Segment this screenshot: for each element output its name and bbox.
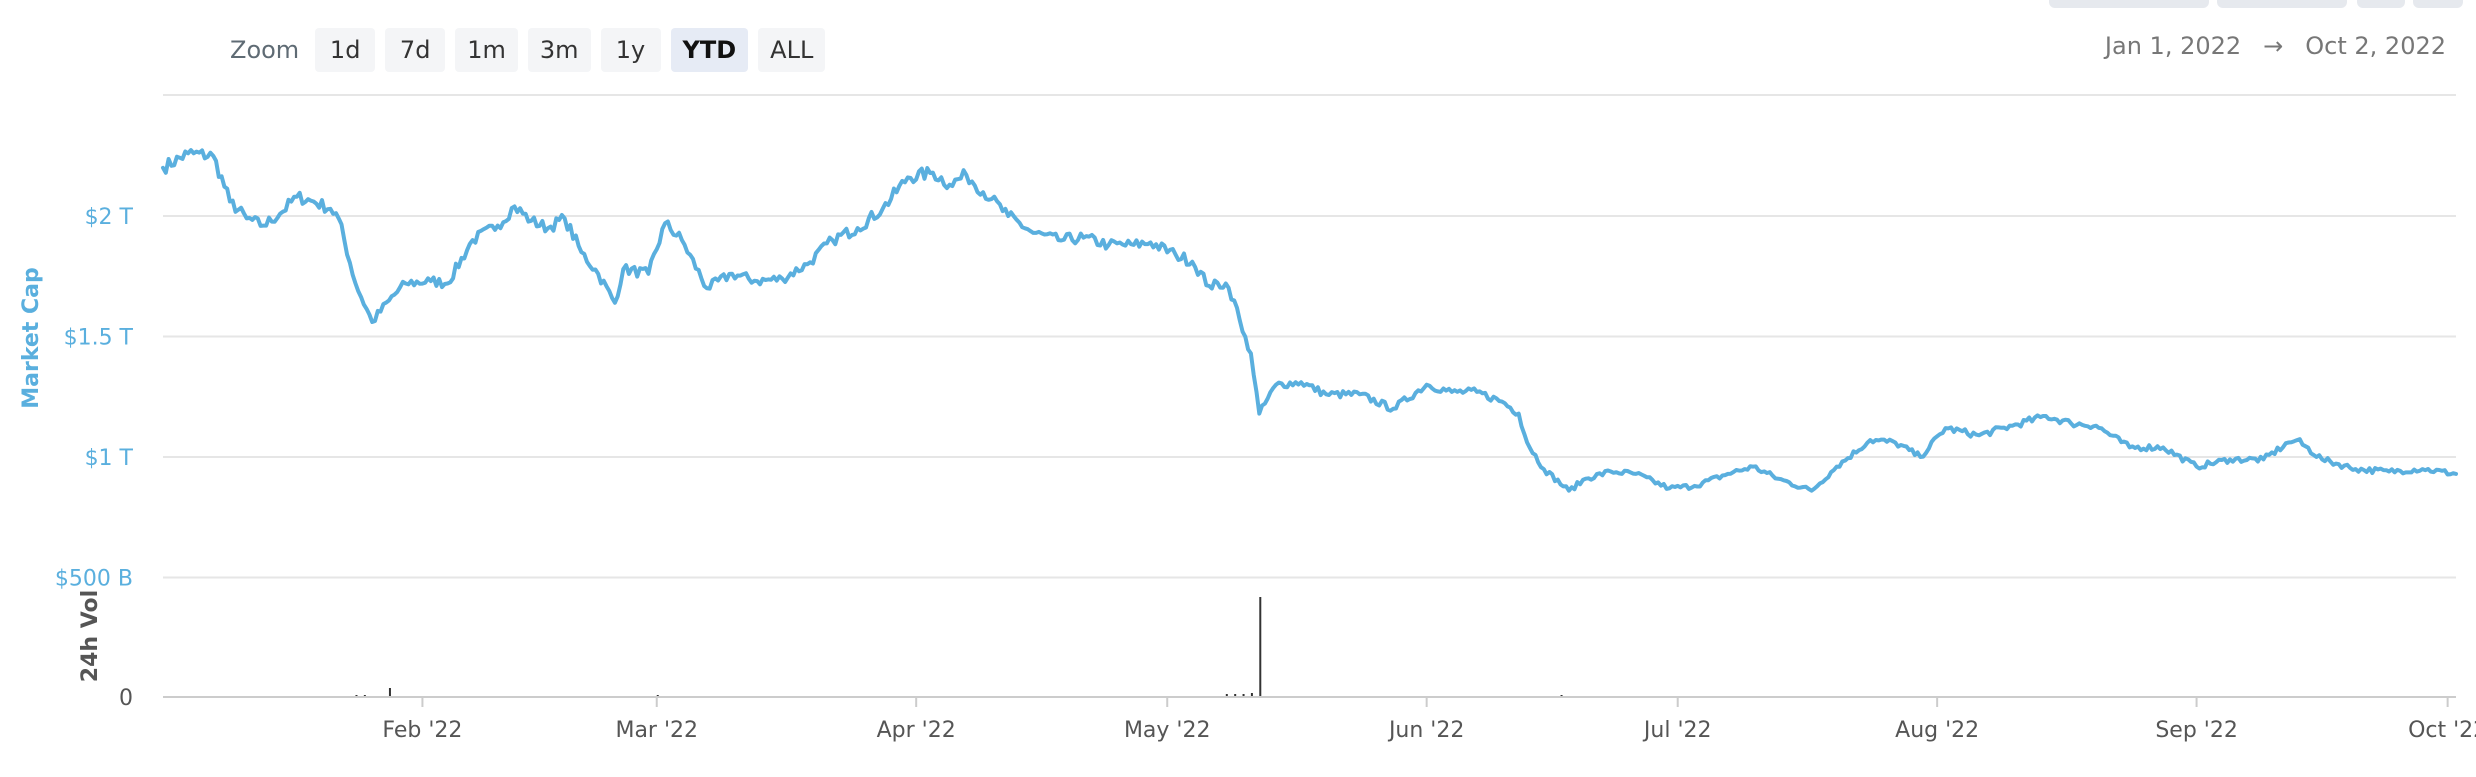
y-axis-label-market-cap: Market Cap	[19, 267, 44, 408]
zoom-button-3m[interactable]: 3m	[527, 28, 591, 72]
volume-bar	[1225, 694, 1228, 697]
y-tick-label: $1.5 T	[64, 326, 134, 351]
zoom-button-7d[interactable]: 7d	[385, 28, 446, 72]
x-tick-label: Oct '22	[2408, 718, 2476, 743]
y-tick-label: $2 T	[85, 205, 134, 230]
x-tick-label: Aug '22	[1895, 718, 1979, 743]
zoom-bar: Zoom 1d 7d 1m 3m 1y YTD ALL	[230, 27, 826, 73]
x-tick-label: May '22	[1124, 718, 1211, 743]
volume-bar	[388, 688, 391, 697]
y-axis-label-24h-vol: 24h Vol	[78, 590, 103, 682]
top-tab-2[interactable]	[2217, 0, 2347, 8]
top-tab-1[interactable]	[2049, 0, 2209, 8]
date-separator: →	[2263, 32, 2284, 60]
zoom-button-all[interactable]: ALL	[758, 28, 826, 72]
zoom-button-1d[interactable]: 1d	[315, 28, 376, 72]
volume-bar	[1259, 597, 1262, 697]
top-tab-3[interactable]	[2357, 0, 2405, 8]
volume-y-tick-label: 0	[119, 686, 133, 711]
date-to-input[interactable]: Oct 2, 2022	[2305, 32, 2446, 60]
volume-bar	[1250, 693, 1253, 697]
volume-bars	[355, 597, 1563, 697]
gridlines	[163, 215, 2456, 579]
x-tick-label: Sep '22	[2155, 718, 2238, 743]
volume-bar	[1234, 694, 1237, 697]
y-tick-label: $500 B	[55, 567, 133, 592]
y-tick-label: $1 T	[85, 446, 134, 471]
x-tick-label: Feb '22	[382, 718, 462, 743]
market-cap-series-line[interactable]	[161, 148, 2458, 493]
zoom-button-ytd[interactable]: YTD	[670, 28, 749, 72]
date-range: Jan 1, 2022 → Oct 2, 2022	[2105, 32, 2446, 60]
zoom-button-1y[interactable]: 1y	[600, 28, 661, 72]
date-from-input[interactable]: Jan 1, 2022	[2104, 32, 2242, 60]
x-axis-ticks: Feb '22 Mar '22 Apr '22 May '22 Jun '22 Jul '…	[382, 697, 2476, 743]
top-tab-4[interactable]	[2413, 0, 2463, 8]
x-tick-label: Apr '22	[877, 718, 956, 743]
zoom-label: Zoom	[230, 36, 300, 64]
zoom-button-1m[interactable]: 1m	[455, 28, 518, 72]
x-tick-label: Mar '22	[615, 718, 698, 743]
x-tick-label: Jul '22	[1642, 718, 1712, 743]
x-tick-label: Jun '22	[1387, 718, 1464, 743]
volume-bar	[1242, 694, 1245, 697]
y-axis-ticks: $2 T $1.5 T $1 T $500 B 0	[55, 205, 134, 711]
